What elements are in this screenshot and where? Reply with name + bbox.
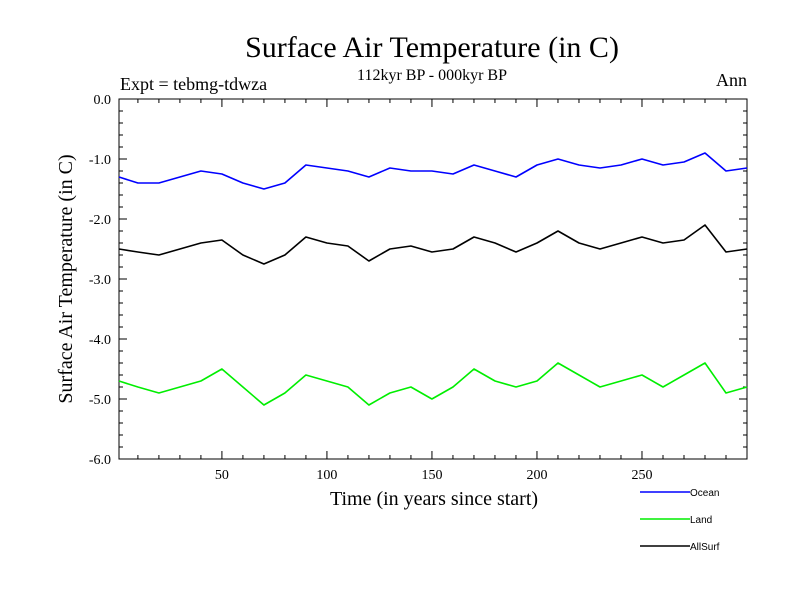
- x-tick-label: 50: [215, 468, 229, 483]
- y-tick-label: -4.0: [89, 333, 111, 348]
- season-label: Ann: [716, 70, 747, 90]
- chart-title: Surface Air Temperature (in C): [245, 31, 619, 64]
- chart-subtitle: 112kyr BP - 000kyr BP: [357, 67, 507, 84]
- y-tick-label: -3.0: [89, 273, 111, 288]
- y-tick-label: 0.0: [94, 93, 112, 108]
- series-lines: [118, 152, 748, 406]
- experiment-label: Expt = tebmg-tdwza: [120, 74, 267, 94]
- series-line-ocean: [118, 152, 748, 190]
- y-axis-title: Surface Air Temperature (in C): [55, 154, 77, 403]
- legend: Ocean Land AllSurf: [640, 488, 720, 553]
- x-tick-label: 200: [526, 468, 547, 483]
- x-tick-label: 150: [421, 468, 442, 483]
- x-tick-label: 250: [631, 468, 652, 483]
- axis-tick-labels: 50 100 150 200 250 0.0 -1.0 -2.0 -3.0 -4.0 -5.0 -6.…: [89, 93, 653, 483]
- legend-label-land: Land: [690, 515, 712, 526]
- legend-label-ocean: Ocean: [690, 488, 719, 499]
- series-line-allsurf: [118, 224, 748, 265]
- y-tick-label: -6.0: [89, 453, 111, 468]
- y-tick-label: -1.0: [89, 153, 111, 168]
- series-line-land: [118, 362, 748, 406]
- y-tick-label: -2.0: [89, 213, 111, 228]
- axis-ticks: [119, 98, 747, 460]
- legend-label-allsurf: AllSurf: [690, 542, 720, 553]
- x-tick-label: 100: [316, 468, 337, 483]
- y-tick-label: -5.0: [89, 393, 111, 408]
- x-axis-title: Time (in years since start): [330, 488, 538, 510]
